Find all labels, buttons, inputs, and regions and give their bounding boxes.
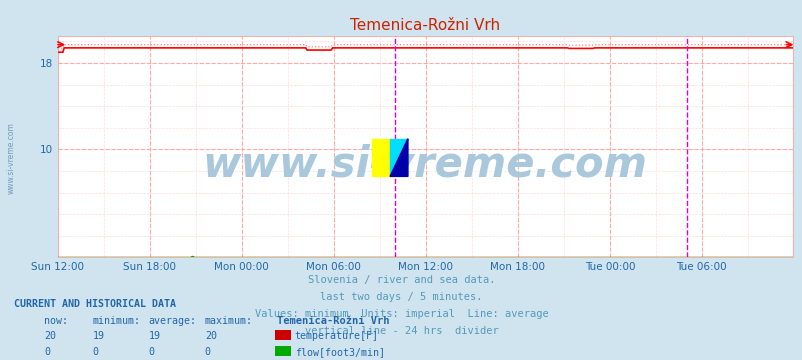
Text: vertical line - 24 hrs  divider: vertical line - 24 hrs divider — [304, 327, 498, 337]
Text: Temenica-Rožni Vrh: Temenica-Rožni Vrh — [277, 316, 389, 326]
Bar — [371, 139, 390, 176]
Text: flow[foot3/min]: flow[foot3/min] — [294, 347, 384, 357]
Polygon shape — [390, 139, 407, 176]
Text: 0: 0 — [148, 347, 154, 357]
Text: www.si-vreme.com: www.si-vreme.com — [202, 143, 647, 185]
Text: temperature[F]: temperature[F] — [294, 331, 379, 341]
Text: 20: 20 — [205, 331, 217, 341]
Text: 20: 20 — [44, 331, 56, 341]
Text: minimum:: minimum: — [92, 316, 140, 326]
Text: Slovenia / river and sea data.: Slovenia / river and sea data. — [307, 275, 495, 285]
Text: www.si-vreme.com: www.si-vreme.com — [6, 122, 15, 194]
Text: 19: 19 — [92, 331, 104, 341]
Polygon shape — [390, 139, 407, 176]
Text: 0: 0 — [205, 347, 210, 357]
Text: maximum:: maximum: — [205, 316, 253, 326]
Text: CURRENT AND HISTORICAL DATA: CURRENT AND HISTORICAL DATA — [14, 299, 176, 309]
Text: now:: now: — [44, 316, 68, 326]
Text: 0: 0 — [92, 347, 98, 357]
Text: last two days / 5 minutes.: last two days / 5 minutes. — [320, 292, 482, 302]
Title: Temenica-Rožni Vrh: Temenica-Rožni Vrh — [350, 18, 500, 33]
Text: 19: 19 — [148, 331, 160, 341]
Text: Values: minimum  Units: imperial  Line: average: Values: minimum Units: imperial Line: av… — [254, 309, 548, 319]
Text: 0: 0 — [44, 347, 50, 357]
Text: average:: average: — [148, 316, 196, 326]
